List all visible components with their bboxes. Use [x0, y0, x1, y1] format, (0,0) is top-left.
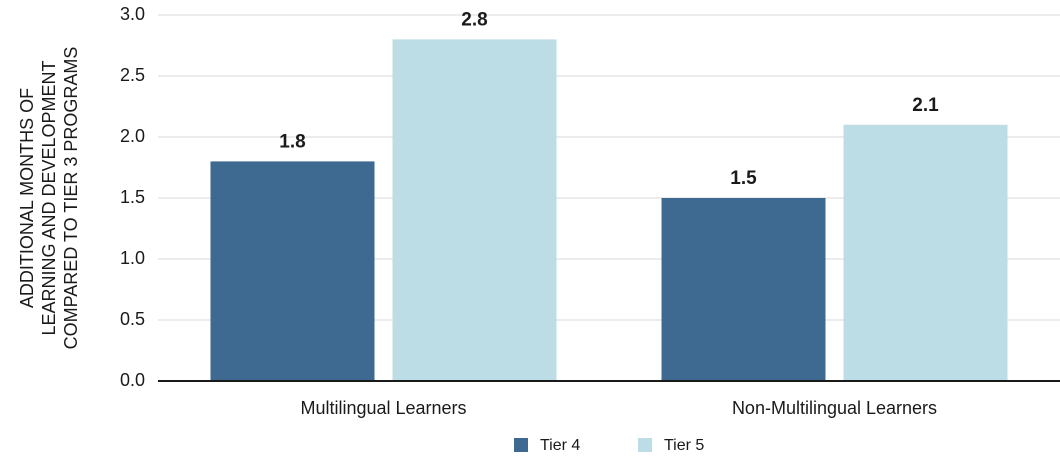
y-axis-label-line: LEARNING AND DEVELOPMENT	[39, 60, 59, 335]
y-tick-label: 0.5	[120, 309, 145, 329]
data-label: 1.8	[279, 131, 305, 152]
category-label: Multilingual Learners	[300, 398, 466, 418]
legend: Tier 4 Tier 5	[514, 437, 704, 454]
y-axis-label-line: ADDITIONAL MONTHS OF	[17, 88, 37, 308]
category-labels: Multilingual Learners Non-Multilingual Le…	[300, 398, 937, 418]
y-tick-label: 2.0	[120, 126, 145, 146]
y-axis-label: ADDITIONAL MONTHS OF LEARNING AND DEVELOP…	[17, 47, 81, 350]
bars	[210, 39, 1008, 382]
y-tick-label: 1.0	[120, 248, 145, 268]
y-tick-label: 0.0	[120, 370, 145, 390]
legend-label: Tier 4	[540, 437, 580, 454]
legend-label: Tier 5	[664, 437, 704, 454]
data-label: 2.1	[912, 95, 939, 116]
legend-swatch	[638, 438, 652, 452]
y-axis-label-line: COMPARED TO TIER 3 PROGRAMS	[61, 47, 81, 350]
bar-tier-4	[210, 161, 375, 381]
bar-tier-5	[392, 39, 557, 382]
category-label: Non-Multilingual Learners	[732, 398, 937, 418]
data-label: 2.8	[461, 9, 487, 30]
data-label: 1.5	[730, 168, 757, 189]
y-tick-label: 1.5	[120, 187, 145, 207]
bar-tier-4	[661, 198, 826, 381]
y-tick-label: 3.0	[120, 4, 145, 24]
bar-tier-5	[843, 124, 1008, 382]
legend-swatch	[514, 438, 528, 452]
data-labels: 1.8 2.8 1.5 2.1	[279, 9, 939, 189]
y-axis-ticks: 0.0 0.5 1.0 1.5 2.0 2.5 3.0	[120, 4, 145, 390]
y-tick-label: 2.5	[120, 65, 145, 85]
